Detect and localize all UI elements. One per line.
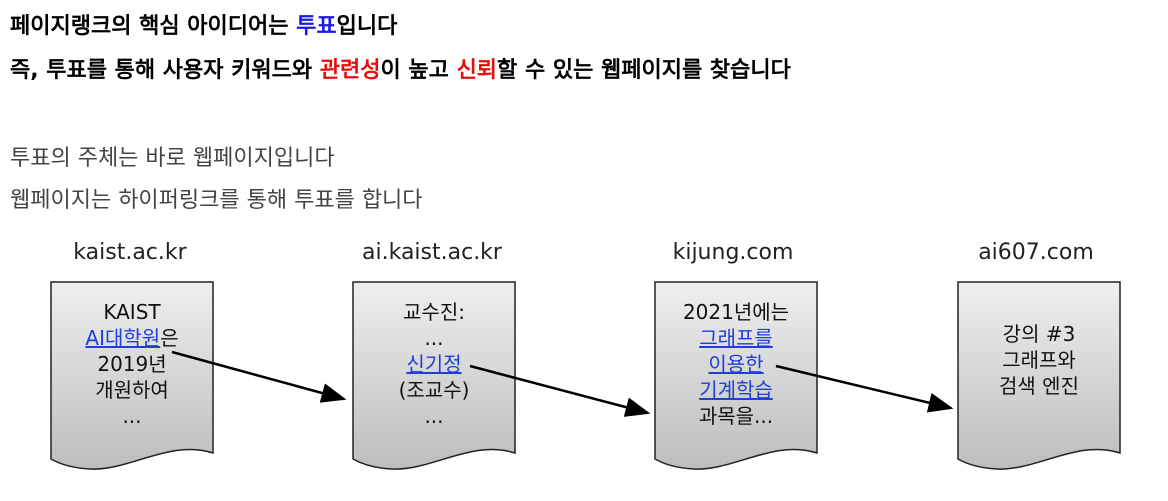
hyperlink-graph-ml-1[interactable]: 그래프를 xyxy=(699,326,773,350)
doc-text-ai-kaist: 교수진: ... 신기정 (조교수) ... xyxy=(352,299,516,429)
doc-line-with-link: 그래프를 xyxy=(654,325,818,351)
webpage-doc-kijung: 2021년에는 그래프를 이용한 기계학습 과목을... xyxy=(654,281,818,481)
headline-2-suffix: 할 수 있는 웹페이지를 찾습니다 xyxy=(497,58,791,83)
page-url-kijung: kijung.com xyxy=(672,240,794,265)
document-shape xyxy=(957,281,1121,470)
doc-line: ... xyxy=(424,404,444,428)
arrow-ai-kaist-to-kijung xyxy=(469,364,651,417)
doc-line: ... xyxy=(424,326,444,350)
webpage-doc-ai607: 강의 #3 그래프와 검색 엔진 xyxy=(957,281,1121,481)
hyperlink-graph-ml-3[interactable]: 기계학습 xyxy=(699,378,773,402)
body-line-2: 웹페이지는 하이퍼링크를 통해 투표를 합니다 xyxy=(10,188,423,213)
doc-text-kaist: KAIST AI대학원은 2019년 개원하여 ... xyxy=(50,299,214,429)
headline-2-highlight-trust: 신뢰 xyxy=(456,58,498,83)
doc-line: 강의 #3 xyxy=(1002,322,1076,346)
headline-1-suffix: 입니다 xyxy=(336,14,398,39)
doc-line: 2019년 xyxy=(97,352,167,376)
hyperlink-ai-graduate-school[interactable]: AI대학원 xyxy=(85,326,161,350)
doc-text-ai607: 강의 #3 그래프와 검색 엔진 xyxy=(957,321,1121,399)
hyperlink-graph-ml-2[interactable]: 이용한 xyxy=(708,352,764,376)
doc-line: 그래프와 xyxy=(1002,348,1076,372)
webpage-doc-ai-kaist: 교수진: ... 신기정 (조교수) ... xyxy=(352,281,516,481)
headline-2-highlight-relevance: 관련성 xyxy=(319,58,381,83)
doc-line-with-link: 신기정 xyxy=(352,351,516,377)
headline-1-prefix: 페이지랭크의 핵심 아이디어는 xyxy=(10,14,297,39)
doc-line-with-link: 기계학습 xyxy=(654,377,818,403)
document-shape xyxy=(352,281,516,470)
webpage-doc-kaist: KAIST AI대학원은 2019년 개원하여 ... xyxy=(50,281,214,481)
doc-text-kijung: 2021년에는 그래프를 이용한 기계학습 과목을... xyxy=(654,299,818,429)
doc-line-with-link: AI대학원은 xyxy=(50,325,214,351)
headline-2-prefix: 즉, 투표를 통해 사용자 키워드와 xyxy=(10,58,320,83)
doc-line: (조교수) xyxy=(398,378,470,402)
doc-line: 검색 엔진 xyxy=(999,374,1079,398)
doc-line-with-link: 이용한 xyxy=(654,351,818,377)
doc-line: 개원하여 xyxy=(95,378,169,402)
doc-line: 2021년에는 xyxy=(682,300,790,324)
document-shape xyxy=(50,281,214,470)
headline-1: 페이지랭크의 핵심 아이디어는 투표입니다 xyxy=(10,8,397,40)
doc-line: 과목을... xyxy=(698,404,774,428)
page-url-ai607: ai607.com xyxy=(978,240,1094,265)
arrow-kijung-to-ai607 xyxy=(775,364,954,413)
doc-line: ... xyxy=(122,404,142,428)
body-line-1: 투표의 주체는 바로 웹페이지입니다 xyxy=(10,146,335,171)
doc-line-suffix: 은 xyxy=(160,326,179,350)
headline-1-highlight: 투표 xyxy=(296,14,337,39)
hyperlink-shin-kijung[interactable]: 신기정 xyxy=(406,352,462,376)
page-url-ai-kaist: ai.kaist.ac.kr xyxy=(362,240,502,265)
document-shape xyxy=(654,281,818,470)
headline-2-middle: 이 높고 xyxy=(380,58,457,83)
doc-line: KAIST xyxy=(103,300,161,324)
doc-line: 교수진: xyxy=(403,300,465,324)
arrow-kaist-to-ai-kaist xyxy=(171,350,347,403)
headline-2: 즉, 투표를 통해 사용자 키워드와 관련성이 높고 신뢰할 수 있는 웹페이지… xyxy=(10,52,791,84)
page-url-kaist: kaist.ac.kr xyxy=(73,240,187,265)
